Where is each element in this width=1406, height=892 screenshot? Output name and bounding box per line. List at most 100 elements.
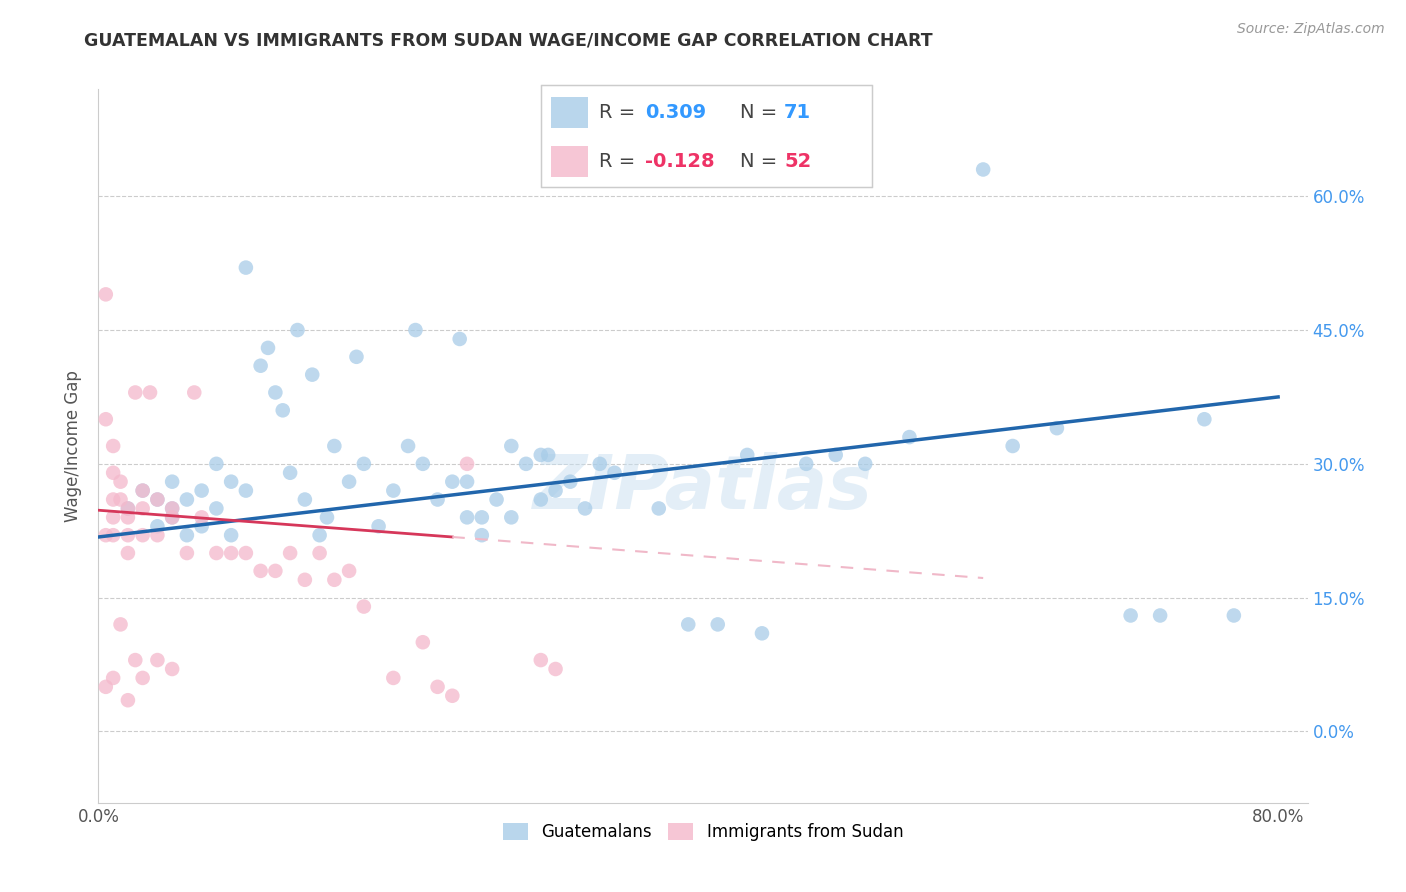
Point [456,475,478,489]
Text: -0.128: -0.128 [645,153,716,171]
Point [751,626,773,640]
Point [160,510,183,524]
Point [117,510,139,524]
Point [176,492,198,507]
Point [183,385,205,400]
Point [1046,421,1069,435]
Point [131,483,153,498]
Point [824,448,846,462]
Point [278,466,301,480]
Point [412,635,434,649]
Point [264,564,287,578]
Point [337,564,360,578]
Point [190,510,212,524]
Point [176,528,198,542]
Point [101,671,124,685]
Point [117,501,139,516]
Point [426,680,449,694]
Point [346,350,368,364]
Point [441,475,464,489]
Point [1119,608,1142,623]
Point [278,546,301,560]
Point [530,653,553,667]
Point [160,662,183,676]
Text: R =: R = [599,153,641,171]
Point [110,475,132,489]
Point [735,448,758,462]
Point [471,528,494,542]
Y-axis label: Wage/Income Gap: Wage/Income Gap [65,370,83,522]
Point [589,457,612,471]
Point [117,501,139,516]
Point [574,501,596,516]
Point [1194,412,1216,426]
Point [515,457,537,471]
Point [1223,608,1246,623]
Point [449,332,471,346]
Point [308,528,330,542]
Point [323,573,346,587]
Point [308,546,330,560]
Point [706,617,728,632]
Text: 71: 71 [785,103,811,122]
Point [396,439,419,453]
Point [337,475,360,489]
Point [160,501,183,516]
Point [898,430,921,444]
Point [603,466,626,480]
Point [485,492,508,507]
Point [94,528,117,542]
Point [235,483,257,498]
Point [678,617,700,632]
Point [131,483,153,498]
Point [124,385,146,400]
Point [471,510,494,524]
Point [160,501,183,516]
Point [323,439,346,453]
Point [205,501,228,516]
Text: 0.309: 0.309 [645,103,706,122]
Text: N =: N = [740,153,783,171]
Text: ZIPatlas: ZIPatlas [533,452,873,525]
Point [501,439,523,453]
Point [972,162,994,177]
Text: GUATEMALAN VS IMMIGRANTS FROM SUDAN WAGE/INCOME GAP CORRELATION CHART: GUATEMALAN VS IMMIGRANTS FROM SUDAN WAGE… [84,31,934,49]
Point [205,457,228,471]
Point [117,546,139,560]
Point [264,385,287,400]
Point [235,260,257,275]
Point [441,689,464,703]
Point [249,564,271,578]
Text: Source: ZipAtlas.com: Source: ZipAtlas.com [1237,22,1385,37]
Point [160,475,183,489]
Point [537,448,560,462]
Text: 52: 52 [785,153,811,171]
Point [456,510,478,524]
Legend: Guatemalans, Immigrants from Sudan: Guatemalans, Immigrants from Sudan [496,816,910,848]
Point [853,457,876,471]
Point [648,501,671,516]
Point [412,457,434,471]
Point [544,662,567,676]
Point [544,483,567,498]
Point [294,573,316,587]
Point [257,341,280,355]
Point [146,492,169,507]
Point [110,617,132,632]
Point [139,385,162,400]
Point [294,492,316,507]
Point [190,519,212,533]
Point [101,466,124,480]
Point [101,528,124,542]
Point [316,510,339,524]
Point [131,501,153,516]
Point [190,483,212,498]
Point [353,599,375,614]
Point [456,457,478,471]
FancyBboxPatch shape [551,97,588,128]
Point [382,483,405,498]
Point [124,653,146,667]
Point [101,439,124,453]
Point [205,546,228,560]
Point [94,680,117,694]
